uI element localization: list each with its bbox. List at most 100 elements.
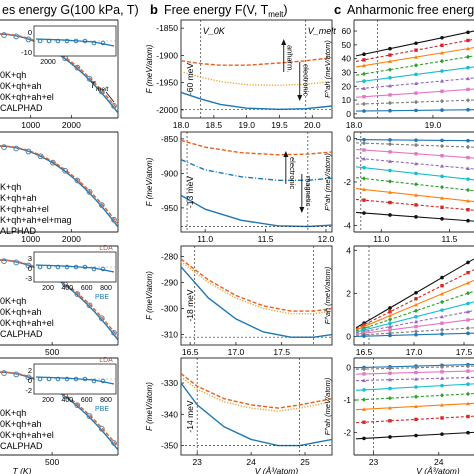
inset-point: [64, 376, 70, 382]
marker-green: [466, 391, 470, 397]
y-tick-label: -950: [161, 203, 178, 213]
plot-frame: [180, 131, 333, 233]
marker-cyan: [440, 69, 444, 73]
marker-black: [466, 430, 470, 435]
y-axis-label: F^ah (meV/atom): [323, 40, 332, 98]
marker-green: [440, 184, 444, 190]
marker-red: [388, 200, 392, 205]
marker-gray: [440, 327, 444, 333]
y-tick-label: 4: [346, 245, 351, 255]
arrow-head: [297, 95, 303, 101]
marker-cyan: [466, 65, 470, 70]
calphad-point: [98, 425, 105, 432]
marker-purple: [388, 377, 392, 382]
panel-b3: -280 -290 -300 -310 16.5 17.0 17.5 F (meV/atom)…: [145, 245, 333, 357]
panel-b1: -1850 -1900 -1950 -2000 18.0 18.5 19.0 19.5 20.0…: [145, 19, 336, 130]
legend-entry: K+qh+ah: [0, 193, 37, 203]
x-axis-label: T (K): [13, 466, 32, 474]
panel-a-title: es energy G(100 kPa, T): [2, 3, 139, 17]
calphad-point: [25, 374, 32, 381]
y-tick-label: -2: [343, 427, 351, 437]
annotation-label: magnetic: [304, 176, 313, 207]
marker-green: [414, 63, 418, 68]
delta-label: -60 meV: [185, 63, 195, 95]
annotation-label: T: [90, 80, 97, 90]
arrow-head: [283, 151, 289, 157]
y-tick-label: 0: [346, 109, 351, 119]
marker-pink: [362, 95, 366, 99]
marker-orange: [440, 291, 444, 296]
marker-blue: [466, 107, 470, 112]
y-tick-label: -330: [161, 378, 178, 388]
marker-orange: [362, 187, 366, 192]
series-dashed: [180, 56, 333, 66]
marker-blue: [362, 109, 366, 113]
inset-y-tick-label: 3: [28, 254, 32, 263]
marker-purple: [414, 319, 418, 324]
marker-blue: [414, 108, 418, 113]
marker-purple: [440, 314, 444, 319]
x-tick-label: 16.5: [356, 347, 373, 357]
marker-orange: [466, 46, 470, 51]
panel-a2: 1000 2000 K+qhK+qh+ahK+qh+ah+elK+qh+ah+el+…: [0, 131, 119, 244]
y-tick-label: -300: [161, 304, 178, 314]
x-tick-label: 25: [300, 457, 310, 467]
marker-purple: [440, 78, 444, 83]
calphad-point: [1, 370, 7, 376]
y-tick-label: -2: [343, 177, 351, 187]
marker-cyan: [466, 301, 470, 306]
marker-cyan: [440, 308, 444, 312]
marker-purple: [466, 309, 470, 314]
x-tick-label: 20.0: [304, 120, 321, 130]
marker-blue: [414, 332, 418, 337]
marker-red: [388, 53, 392, 57]
calphad-point: [1, 258, 7, 264]
panel-c3: 4 2 0 16.5 17.0 17.5 F^ah (meV/atom): [323, 245, 474, 357]
y-tick-label: -1950: [156, 78, 178, 88]
inset-point: [73, 264, 79, 270]
column-b: -1850 -1900 -1950 -2000 18.0 18.5 19.0 19.5 20.0…: [145, 19, 336, 474]
y-axis-label: F^ah (meV/atom): [323, 377, 332, 435]
marker-gray: [388, 141, 392, 147]
legend-entry: K+qh+ah+el+mag: [0, 215, 72, 225]
calphad-point: [86, 413, 93, 420]
y-tick-label: 0: [346, 134, 351, 144]
calphad-point: [74, 64, 81, 71]
panel-c-title: Anharmonic free energy F: [347, 3, 474, 17]
legend-entry: K+qh+ah+el: [0, 204, 49, 214]
marker-black: [466, 30, 470, 35]
inset-point: [37, 264, 43, 270]
marker-black: [440, 432, 444, 436]
curve-dashed: [0, 145, 119, 225]
marker-orange: [440, 50, 444, 55]
inset-x-tick-label: 800: [100, 285, 112, 292]
marker-green: [440, 393, 444, 398]
marker-cyan: [440, 174, 444, 179]
inset-y-tick-label: 0: [28, 264, 32, 273]
inset-label: LDA: [99, 245, 113, 252]
x-tick-label: 24: [434, 457, 444, 467]
marker-pink: [440, 154, 444, 158]
panel-b-letter: b: [150, 2, 158, 17]
marker-gray: [414, 142, 418, 148]
marker-green: [414, 308, 418, 313]
inset-y-tick-label: -10: [21, 48, 32, 57]
series-dashdot: [180, 158, 333, 182]
marker-red: [414, 48, 418, 52]
plot-frame: [180, 357, 333, 456]
marker-blue: [388, 108, 392, 113]
marker-cyan: [388, 321, 392, 326]
x-tick-label: 16.5: [182, 347, 199, 357]
marker-orange: [414, 302, 418, 307]
marker-cyan: [414, 314, 418, 319]
marker-cyan: [388, 168, 392, 173]
calphad-point: [13, 259, 20, 266]
legend-entry: CALPHAD: [0, 103, 43, 113]
inset-point: [37, 38, 43, 44]
marker-cyan: [414, 72, 418, 77]
x-tick-label: 24: [246, 457, 256, 467]
y-tick-label: 40: [342, 54, 352, 64]
marker-cyan: [362, 388, 366, 392]
marker-orange: [362, 63, 366, 68]
y-tick-label: -290: [161, 277, 178, 287]
